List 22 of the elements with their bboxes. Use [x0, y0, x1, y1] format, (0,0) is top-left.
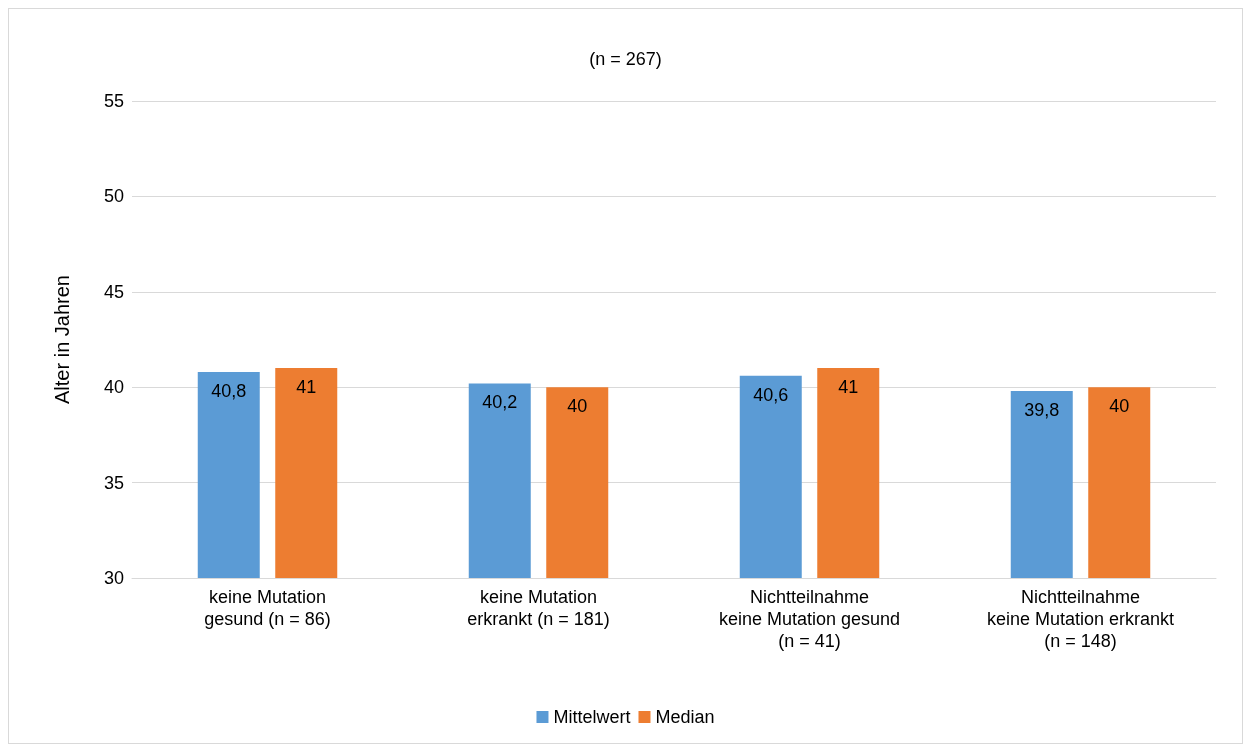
y-tick-label: 35: [103, 472, 124, 493]
x-tick-label: Nichtteilnahme keine Mutation gesund (n = 41): [718, 587, 901, 651]
data-label: 40,6: [753, 384, 789, 405]
chart-title: (n = 267): [589, 49, 662, 69]
y-tick-label: 40: [103, 377, 124, 398]
legend-label: Mittelwert: [553, 707, 631, 727]
x-tick-label: Nichtteilnahme keine Mutation erkrankt (n = 148): [986, 587, 1175, 651]
data-label: 40,2: [482, 392, 518, 413]
y-tick-label: 30: [103, 568, 124, 588]
y-axis-title: Alter in Jahren: [51, 275, 73, 404]
x-tick-label: keine Mutation gesund (n = 86): [204, 587, 331, 629]
data-label: 41: [296, 377, 317, 398]
data-label: 41: [838, 377, 859, 398]
x-tick-label: keine Mutation erkrankt (n = 181): [467, 587, 610, 629]
data-label: 39,8: [1024, 400, 1060, 421]
y-tick-label: 50: [103, 186, 124, 207]
data-label: 40: [1109, 396, 1130, 417]
data-label: 40: [567, 396, 588, 417]
legend-label: Median: [655, 707, 715, 727]
y-tick-label: 45: [103, 281, 124, 302]
y-tick-label: 55: [103, 91, 124, 111]
data-label: 40,8: [211, 380, 247, 401]
